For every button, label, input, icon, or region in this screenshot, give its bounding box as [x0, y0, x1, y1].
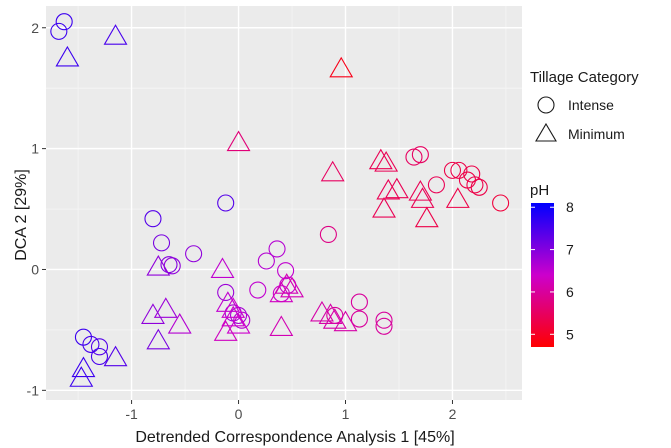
x-axis-ticks: -1 0 1 2	[125, 400, 457, 422]
minimum-point	[280, 276, 304, 298]
plot-area	[46, 6, 522, 400]
intense-point	[217, 194, 235, 212]
ph-colorbar-ticks: 8 7 6 5	[531, 199, 574, 342]
legend-label-intense: Intense	[568, 97, 614, 113]
minimum-point	[146, 254, 171, 276]
shape-legend-title: Tillage Category	[530, 69, 639, 86]
minimum-point	[329, 56, 354, 78]
intense-point	[217, 283, 235, 301]
minimum-point	[384, 177, 409, 199]
minimum-point	[333, 310, 358, 332]
minimum-point	[376, 178, 401, 200]
minimum-point	[153, 297, 178, 318]
ph-colorbar-legend: pH 8 7 6 5	[530, 182, 574, 347]
colorbar-tick-label: 5	[566, 326, 574, 342]
minimum-point	[320, 160, 345, 182]
minimum-point	[310, 300, 334, 322]
intense-point	[492, 194, 510, 212]
y-tick-label: 1	[31, 141, 39, 157]
intense-point	[466, 176, 484, 194]
intense-point	[82, 335, 100, 353]
minimum-point	[167, 312, 192, 334]
y-tick-label: 2	[31, 20, 39, 36]
minimum-point	[368, 148, 393, 170]
intense-point	[350, 310, 368, 328]
minimum-point	[445, 187, 470, 208]
intense-point	[375, 311, 393, 329]
y-axis-ticks: -1 0 1 2	[27, 20, 46, 398]
minimum-point	[146, 328, 171, 350]
shape-legend: Tillage Category Intense Minimum	[530, 69, 639, 142]
intense-point	[350, 293, 368, 311]
intense-point	[268, 240, 286, 258]
y-tick-label: 0	[31, 261, 39, 277]
intense-point	[50, 22, 68, 40]
minimum-point	[210, 257, 235, 279]
minimum-point	[141, 303, 165, 324]
y-tick-label: -1	[27, 382, 40, 398]
minimum-point	[69, 366, 94, 387]
x-tick-label: 1	[342, 406, 350, 422]
minimum-point	[269, 315, 294, 337]
ph-colorbar	[531, 203, 554, 347]
minimum-point	[372, 196, 396, 218]
minimum-point	[410, 187, 435, 208]
legend-circle-key	[537, 96, 555, 114]
minimum-point	[318, 303, 343, 324]
colorbar-tick-label: 7	[566, 242, 574, 258]
intense-point	[427, 176, 445, 194]
intense-point	[450, 161, 468, 179]
minimum-point	[226, 130, 251, 152]
minimum-point	[55, 45, 80, 67]
minimum-point	[226, 312, 251, 334]
minimum-point	[103, 345, 128, 367]
minimum-point	[103, 24, 128, 45]
colorbar-tick-label: 6	[566, 284, 574, 300]
legend-triangle-key	[535, 122, 557, 142]
minimum-point	[274, 273, 299, 294]
intense-point	[463, 165, 481, 183]
intense-point	[144, 210, 162, 228]
minimum-point	[71, 356, 96, 378]
axes: -1 0 1 2 -1 0 1 2 Detrended Correspondence Ana…	[13, 20, 457, 446]
intense-point	[185, 245, 203, 263]
intense-point	[375, 317, 393, 335]
x-tick-label: 0	[235, 406, 243, 422]
plot-panel	[46, 6, 522, 400]
intense-point	[90, 347, 109, 366]
intense-point	[90, 338, 109, 356]
x-tick-label: -1	[125, 406, 138, 422]
ph-legend-title: pH	[530, 182, 549, 199]
x-tick-label: 2	[449, 406, 457, 422]
intense-point	[470, 178, 488, 196]
legend-label-minimum: Minimum	[568, 126, 625, 142]
minimum-point	[408, 180, 433, 201]
intense-point	[257, 252, 275, 270]
y-axis-title: DCA 2 [29%]	[13, 169, 30, 261]
minimum-point	[215, 291, 240, 312]
intense-point	[277, 262, 295, 280]
minimum-point	[221, 297, 246, 318]
data-points	[50, 13, 510, 387]
minimum-point	[213, 320, 238, 341]
colorbar-tick-label: 8	[566, 199, 574, 215]
intense-point	[55, 13, 73, 31]
intense-point	[152, 234, 171, 252]
intense-point	[443, 161, 462, 179]
minimum-point	[322, 308, 347, 329]
minimum-point	[414, 206, 439, 228]
minimum-point	[221, 305, 246, 327]
intense-point	[249, 281, 267, 299]
intense-point	[319, 225, 337, 243]
minimum-point	[374, 151, 399, 172]
x-axis-title: Detrended Correspondence Analysis 1 [45%…	[135, 429, 454, 446]
intense-point	[411, 146, 429, 164]
